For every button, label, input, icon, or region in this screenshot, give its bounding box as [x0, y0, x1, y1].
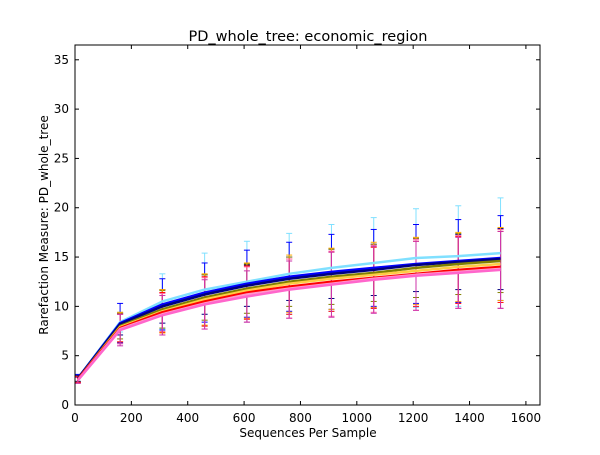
plot-area: [74, 197, 504, 384]
x-tick-label: 1200: [398, 411, 429, 425]
x-tick-label: 1400: [454, 411, 485, 425]
plot-frame: [74, 44, 541, 406]
y-tick-label: 15: [54, 250, 69, 264]
series-7-line: [76, 268, 501, 382]
series-5-line: [76, 265, 501, 381]
x-tick-label: 600: [233, 411, 256, 425]
x-tick-label: 400: [176, 411, 199, 425]
x-tick-label: 200: [120, 411, 143, 425]
x-tick-label: 0: [71, 411, 79, 425]
chart-title: PD_whole_tree: economic_region: [188, 29, 427, 45]
series-3-line: [76, 259, 501, 381]
y-tick-label: 25: [54, 151, 69, 165]
axes: 0 200 400 600 800 1000 1200 1400 1600 0 5 10 15 20 25 3…: [54, 44, 542, 425]
x-tick-label: 1000: [342, 411, 373, 425]
y-axis-label: Rarefaction Measure: PD_whole_tree: [37, 115, 51, 334]
y-tick-label: 5: [61, 349, 69, 363]
x-tick-label: 1600: [511, 411, 542, 425]
series-7-errorbars: [74, 230, 504, 384]
series-2-line: [76, 257, 501, 380]
y-tick-label: 0: [61, 398, 69, 412]
series-0-line: [76, 251, 501, 380]
y-tick-label: 20: [54, 201, 69, 215]
y-tick-label: 10: [54, 299, 69, 313]
x-axis-label: Sequences Per Sample: [239, 426, 376, 440]
y-tick-label: 30: [54, 102, 69, 116]
y-tick-label: 35: [54, 53, 69, 67]
x-tick-label: 800: [289, 411, 312, 425]
